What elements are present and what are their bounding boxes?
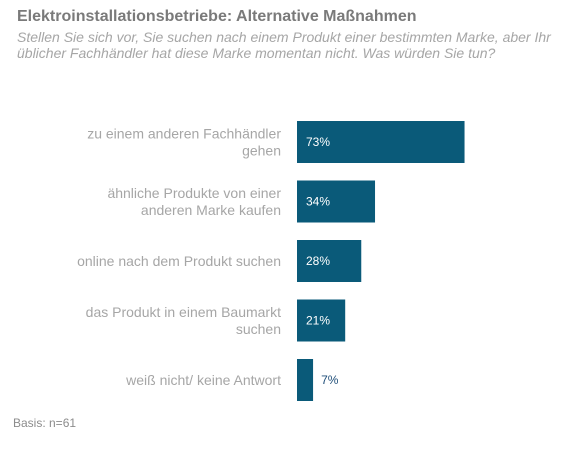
data-label-4: 7% [321,373,339,387]
data-label-2: 28% [306,254,330,268]
footnote-basis: Basis: n=61 [13,416,77,430]
data-label-0: 73% [306,135,330,149]
chart-title: Elektroinstallationsbetriebe: Alternativ… [17,8,417,25]
bar-3 [297,299,346,342]
bar-4 [297,359,314,401]
bar-0 [297,121,465,163]
data-label-1: 34% [306,195,330,209]
category-label-1: ähnliche Produkte von einer anderen Marke… [107,185,281,218]
category-label-0: zu einem anderen Fachhändler gehen [87,126,281,159]
bar-2 [297,240,362,282]
category-label-2: online nach dem Produkt suchen [77,253,281,269]
chart-subtitle: Stellen Sie sich vor, Sie suchen nach ei… [17,29,551,61]
category-label-4: weiß nicht/ keine Antwort [125,372,281,388]
bar-1 [297,180,376,223]
data-label-3: 21% [306,314,330,328]
category-label-3: das Produkt in einem Baumarkt suchen [86,304,281,337]
